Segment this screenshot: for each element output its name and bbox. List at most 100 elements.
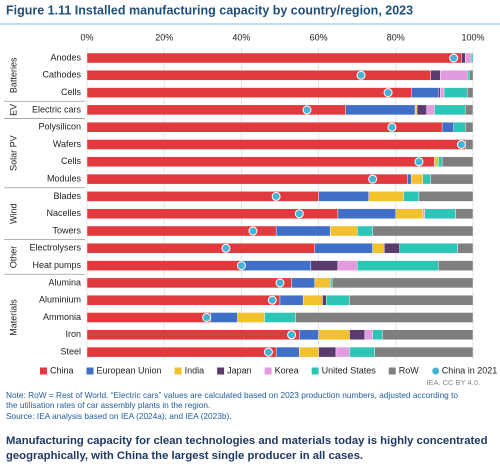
group-label: EV [8, 104, 18, 116]
bar-segment [349, 295, 474, 306]
y-tick-label: Modules [47, 173, 82, 183]
bar-segment [295, 312, 474, 323]
bar-segment [372, 225, 474, 237]
bar-segment [349, 346, 375, 358]
china-2021-marker [202, 313, 212, 322]
bar-segment [241, 260, 312, 271]
bar-segment [86, 346, 277, 358]
china-2021-marker [456, 140, 466, 149]
legend-swatch [174, 367, 182, 375]
y-tick-label: Cells [61, 87, 82, 97]
legend-label: Japan [227, 365, 252, 375]
bar-segment [322, 295, 327, 306]
china-2021-marker [267, 295, 277, 305]
bar-segment [438, 156, 443, 168]
bar-segment [331, 277, 474, 289]
bar-segment [411, 173, 424, 185]
group-label: Solar PV [8, 135, 18, 171]
china-2021-marker [449, 53, 459, 63]
bar-segment [86, 156, 435, 168]
y-tick-label: Electric cars [32, 104, 82, 114]
china-2021-marker [387, 122, 397, 132]
bar-segment [329, 225, 358, 237]
bar-segment [453, 121, 466, 133]
bar-segment [237, 312, 265, 323]
bar-segment [275, 225, 331, 237]
china-2021-marker [263, 347, 273, 357]
x-tick-label: 100% [461, 32, 484, 42]
legend-swatch [432, 367, 440, 375]
bar-segment [86, 87, 412, 98]
china-2021-marker [271, 191, 281, 201]
y-tick-label: Cathodes [42, 70, 81, 80]
bar-segment [422, 173, 431, 185]
legend-swatch [264, 367, 272, 375]
legend-label: United States [322, 365, 377, 375]
bar-segment [374, 346, 474, 358]
bar-segment [434, 156, 439, 168]
caption: Manufacturing capacity for clean technol… [6, 435, 488, 447]
bar-segment [411, 87, 439, 98]
bar-segment [439, 70, 468, 81]
y-tick-label: Towers [52, 225, 81, 235]
bar-segment [422, 208, 425, 219]
legend-swatch [311, 367, 319, 375]
bar-segment [438, 260, 474, 271]
bar-segment [430, 173, 474, 185]
bar-segment [314, 277, 331, 289]
bar-segment [349, 329, 366, 340]
bar-segment [465, 104, 474, 116]
y-tick-label: Iron [65, 329, 81, 339]
y-tick-label: Polysilicon [38, 122, 81, 132]
legend-swatch [217, 367, 225, 375]
bar-segment [368, 191, 404, 202]
bar-segment [86, 173, 408, 185]
bar-segment [465, 121, 474, 133]
bar-segment [86, 70, 431, 81]
x-tick-label: 40% [232, 32, 250, 42]
china-2021-marker [302, 105, 312, 115]
legend-label: China in 2021 [442, 365, 498, 375]
bar-segment [314, 243, 373, 254]
bar-segment [264, 312, 296, 323]
bar-segment [329, 277, 333, 289]
bar-segment [335, 346, 350, 358]
group-label: Other [8, 246, 18, 269]
bar-segment [357, 260, 439, 271]
bar-segment [399, 243, 458, 254]
group-label: Batteries [8, 57, 18, 93]
bar-segment [441, 121, 454, 133]
bar-segment [86, 260, 242, 271]
y-tick-label: Nacelles [46, 208, 81, 218]
bar-segment [465, 139, 474, 150]
china-2021-marker [368, 174, 378, 184]
y-tick-label: Ammonia [43, 312, 81, 322]
legend-label: Korea [275, 365, 299, 375]
bar-segment [426, 104, 435, 116]
y-tick-label: Cells [61, 156, 82, 166]
x-tick-label: 80% [387, 32, 405, 42]
bar-segment [275, 346, 300, 358]
bar-segment [441, 156, 474, 168]
bar-segment [395, 208, 424, 219]
bar-segment [424, 208, 456, 219]
bar-segment [384, 243, 400, 254]
bar-segment [337, 208, 396, 219]
x-tick-label: 20% [155, 32, 173, 42]
bar-segment [382, 329, 474, 340]
y-tick-label: Wafers [53, 139, 82, 149]
bar-segment [414, 104, 418, 116]
bar-segment [318, 346, 337, 358]
y-tick-label: Anodes [50, 52, 81, 62]
y-tick-label: Alumina [48, 277, 81, 287]
bar-segment [465, 52, 472, 64]
bar-segment [86, 312, 211, 323]
bar-segment [86, 139, 466, 150]
china-2021-marker [275, 278, 285, 288]
bar-segment [302, 295, 323, 306]
bar-segment [461, 52, 466, 64]
bar-segment [468, 70, 474, 81]
source: Source: IEA analysis based on IEA (2024a… [6, 411, 232, 421]
bar-segment [279, 295, 304, 306]
